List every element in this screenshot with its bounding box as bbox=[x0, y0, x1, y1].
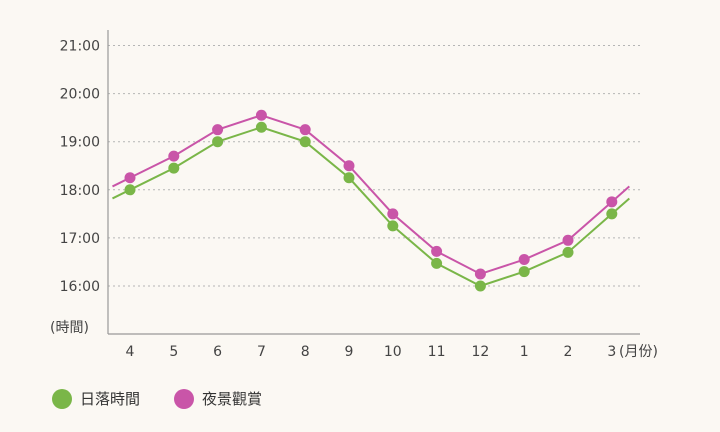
legend-swatch-sunset bbox=[52, 388, 72, 409]
data-point-series-0 bbox=[474, 280, 486, 292]
data-point-series-0 bbox=[255, 121, 267, 133]
x-tick-labels: 4 5 6 7 8 9 10 11 12 1 2 3 bbox=[126, 344, 617, 360]
x-tick-label: 1 bbox=[520, 344, 529, 360]
data-point-series-1 bbox=[299, 124, 311, 136]
y-tick-label: 17:00 bbox=[60, 231, 100, 247]
gridlines bbox=[108, 45, 640, 287]
y-unit-label: (時間) bbox=[50, 320, 89, 336]
data-point-series-0 bbox=[518, 266, 530, 278]
x-tick-label: 12 bbox=[471, 344, 489, 360]
legend-item-sunset: 日落時間 bbox=[52, 388, 140, 409]
y-tick-label: 16:00 bbox=[60, 279, 100, 295]
data-point-series-0 bbox=[299, 136, 311, 148]
x-tick-label: 7 bbox=[257, 344, 266, 360]
data-point-series-1 bbox=[255, 109, 267, 121]
data-point-series-0 bbox=[606, 208, 618, 220]
legend-item-nightview: 夜景觀賞 bbox=[174, 388, 262, 409]
x-tick-label: 9 bbox=[345, 344, 354, 360]
y-tick-label: 21:00 bbox=[60, 39, 100, 55]
data-point-series-1 bbox=[562, 234, 574, 246]
legend-label-nightview: 夜景觀賞 bbox=[202, 390, 263, 408]
data-point-series-0 bbox=[387, 220, 399, 232]
x-tick-label: 11 bbox=[428, 344, 446, 360]
data-point-series-1 bbox=[168, 150, 180, 162]
x-unit-label: (月份) bbox=[619, 344, 658, 360]
series-layer bbox=[112, 109, 630, 292]
x-tick-label: 6 bbox=[213, 344, 222, 360]
data-point-series-1 bbox=[431, 245, 443, 257]
data-point-series-0 bbox=[168, 162, 180, 174]
data-point-series-1 bbox=[606, 196, 618, 208]
data-point-series-1 bbox=[387, 208, 399, 220]
x-tick-label: 3 bbox=[607, 344, 616, 360]
x-tick-label: 5 bbox=[169, 344, 178, 360]
y-tick-label: 18:00 bbox=[60, 183, 100, 199]
series-line-0 bbox=[112, 126, 630, 288]
data-point-series-1 bbox=[212, 124, 224, 136]
y-tick-label: 19:00 bbox=[60, 135, 100, 151]
series-line-1 bbox=[112, 114, 630, 276]
data-point-series-0 bbox=[212, 136, 224, 148]
data-point-series-0 bbox=[343, 172, 355, 184]
data-point-series-0 bbox=[431, 257, 443, 269]
data-point-series-1 bbox=[343, 160, 355, 172]
legend-swatch-nightview bbox=[174, 388, 195, 409]
data-point-series-1 bbox=[518, 254, 530, 266]
data-point-series-1 bbox=[124, 172, 136, 184]
x-tick-label: 4 bbox=[126, 344, 135, 360]
legend-label-sunset: 日落時間 bbox=[80, 390, 141, 408]
data-point-series-0 bbox=[124, 184, 136, 196]
legend: 日落時間 夜景觀賞 bbox=[52, 388, 262, 409]
x-tick-label: 8 bbox=[301, 344, 310, 360]
data-point-series-1 bbox=[474, 268, 486, 280]
x-tick-label: 10 bbox=[384, 344, 402, 360]
x-tick-label: 2 bbox=[564, 344, 573, 360]
y-tick-label: 20:00 bbox=[60, 87, 100, 103]
y-tick-labels: 16:00 17:00 18:00 19:00 20:00 21:00 bbox=[60, 39, 100, 296]
data-point-series-0 bbox=[562, 246, 574, 258]
